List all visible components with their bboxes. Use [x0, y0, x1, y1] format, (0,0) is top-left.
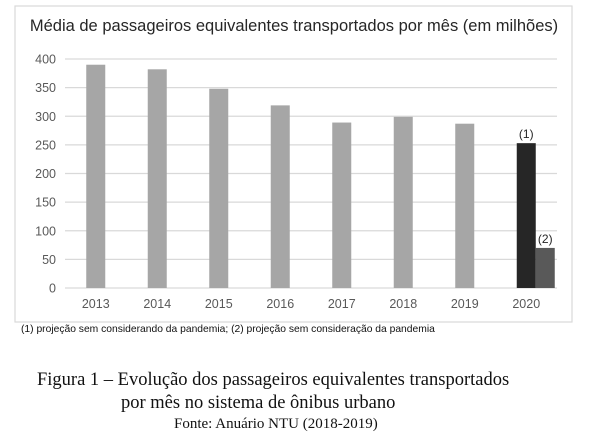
bar-2016	[270, 105, 290, 288]
y-axis-ticks: 0 50 100 150 200 250 300 350 400	[35, 53, 56, 296]
bar-2013	[86, 64, 106, 288]
figure-caption-line1: Figura 1 – Evolução dos passageiros equi…	[37, 370, 510, 390]
bar-2017	[332, 122, 352, 288]
y-tick-label: 0	[49, 282, 56, 296]
x-axis-ticks: 2013 2014 2015 2016 2017 2018 2019 2020	[82, 297, 540, 311]
data-labels: (1) (2)	[519, 127, 553, 246]
figure-source: Fonte: Anuário NTU (2018-2019)	[174, 416, 378, 432]
chart-footnote: (1) projeção sem considerando da pandemi…	[21, 324, 435, 335]
x-tick-label: 2020	[512, 297, 540, 311]
x-tick-label: 2019	[451, 297, 479, 311]
x-tick-label: 2015	[205, 297, 233, 311]
bar-2014	[147, 69, 167, 289]
bar-2020-1	[516, 143, 536, 288]
bar-2020-2	[535, 247, 555, 288]
x-tick-label: 2016	[266, 297, 294, 311]
y-tick-label: 400	[35, 53, 56, 67]
chart-title: Média de passageiros equivalentes transp…	[30, 17, 558, 35]
figure-caption-line2: por mês no sistema de ônibus urbano	[121, 393, 396, 413]
x-tick-label: 2013	[82, 297, 110, 311]
gridlines	[65, 58, 557, 289]
bars	[86, 64, 555, 289]
data-label: (1)	[519, 127, 534, 141]
y-tick-label: 200	[35, 167, 56, 181]
bar-chart: Média de passageiros equivalentes transp…	[14, 5, 573, 323]
bar-2018	[393, 116, 413, 288]
y-tick-label: 50	[42, 253, 56, 267]
y-tick-label: 100	[35, 224, 56, 238]
bar-2019	[455, 123, 475, 288]
data-label: (2)	[538, 232, 553, 246]
y-tick-label: 350	[35, 81, 56, 95]
y-tick-label: 150	[35, 196, 56, 210]
x-tick-label: 2014	[143, 297, 171, 311]
y-tick-label: 250	[35, 138, 56, 152]
y-tick-label: 300	[35, 110, 56, 124]
x-tick-label: 2017	[328, 297, 356, 311]
bar-2015	[209, 88, 229, 289]
x-tick-label: 2018	[389, 297, 417, 311]
